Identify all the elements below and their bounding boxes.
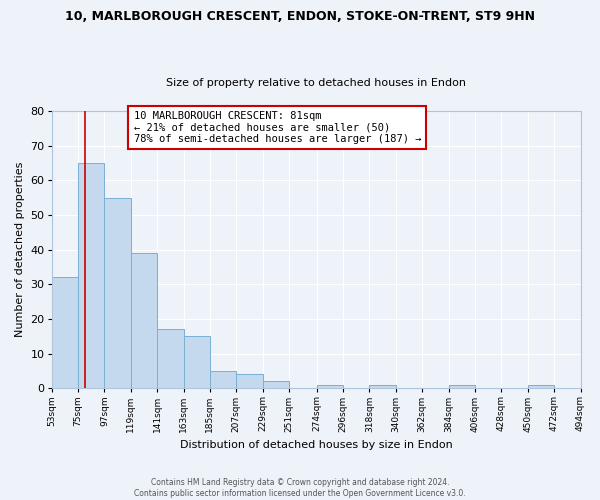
Bar	[131, 253, 157, 388]
Bar	[317, 385, 343, 388]
Bar	[184, 336, 210, 388]
Bar	[528, 385, 554, 388]
X-axis label: Distribution of detached houses by size in Endon: Distribution of detached houses by size …	[179, 440, 452, 450]
Text: 10, MARLBOROUGH CRESCENT, ENDON, STOKE-ON-TRENT, ST9 9HN: 10, MARLBOROUGH CRESCENT, ENDON, STOKE-O…	[65, 10, 535, 23]
Bar	[52, 278, 78, 388]
Y-axis label: Number of detached properties: Number of detached properties	[15, 162, 25, 338]
Bar	[210, 371, 236, 388]
Bar	[581, 385, 600, 388]
Bar	[157, 330, 184, 388]
Bar	[449, 385, 475, 388]
Bar	[78, 163, 104, 388]
Bar	[104, 198, 131, 388]
Text: 10 MARLBOROUGH CRESCENT: 81sqm
← 21% of detached houses are smaller (50)
78% of : 10 MARLBOROUGH CRESCENT: 81sqm ← 21% of …	[134, 111, 421, 144]
Bar	[370, 385, 396, 388]
Bar	[263, 382, 289, 388]
Bar	[236, 374, 263, 388]
Text: Contains HM Land Registry data © Crown copyright and database right 2024.
Contai: Contains HM Land Registry data © Crown c…	[134, 478, 466, 498]
Title: Size of property relative to detached houses in Endon: Size of property relative to detached ho…	[166, 78, 466, 88]
